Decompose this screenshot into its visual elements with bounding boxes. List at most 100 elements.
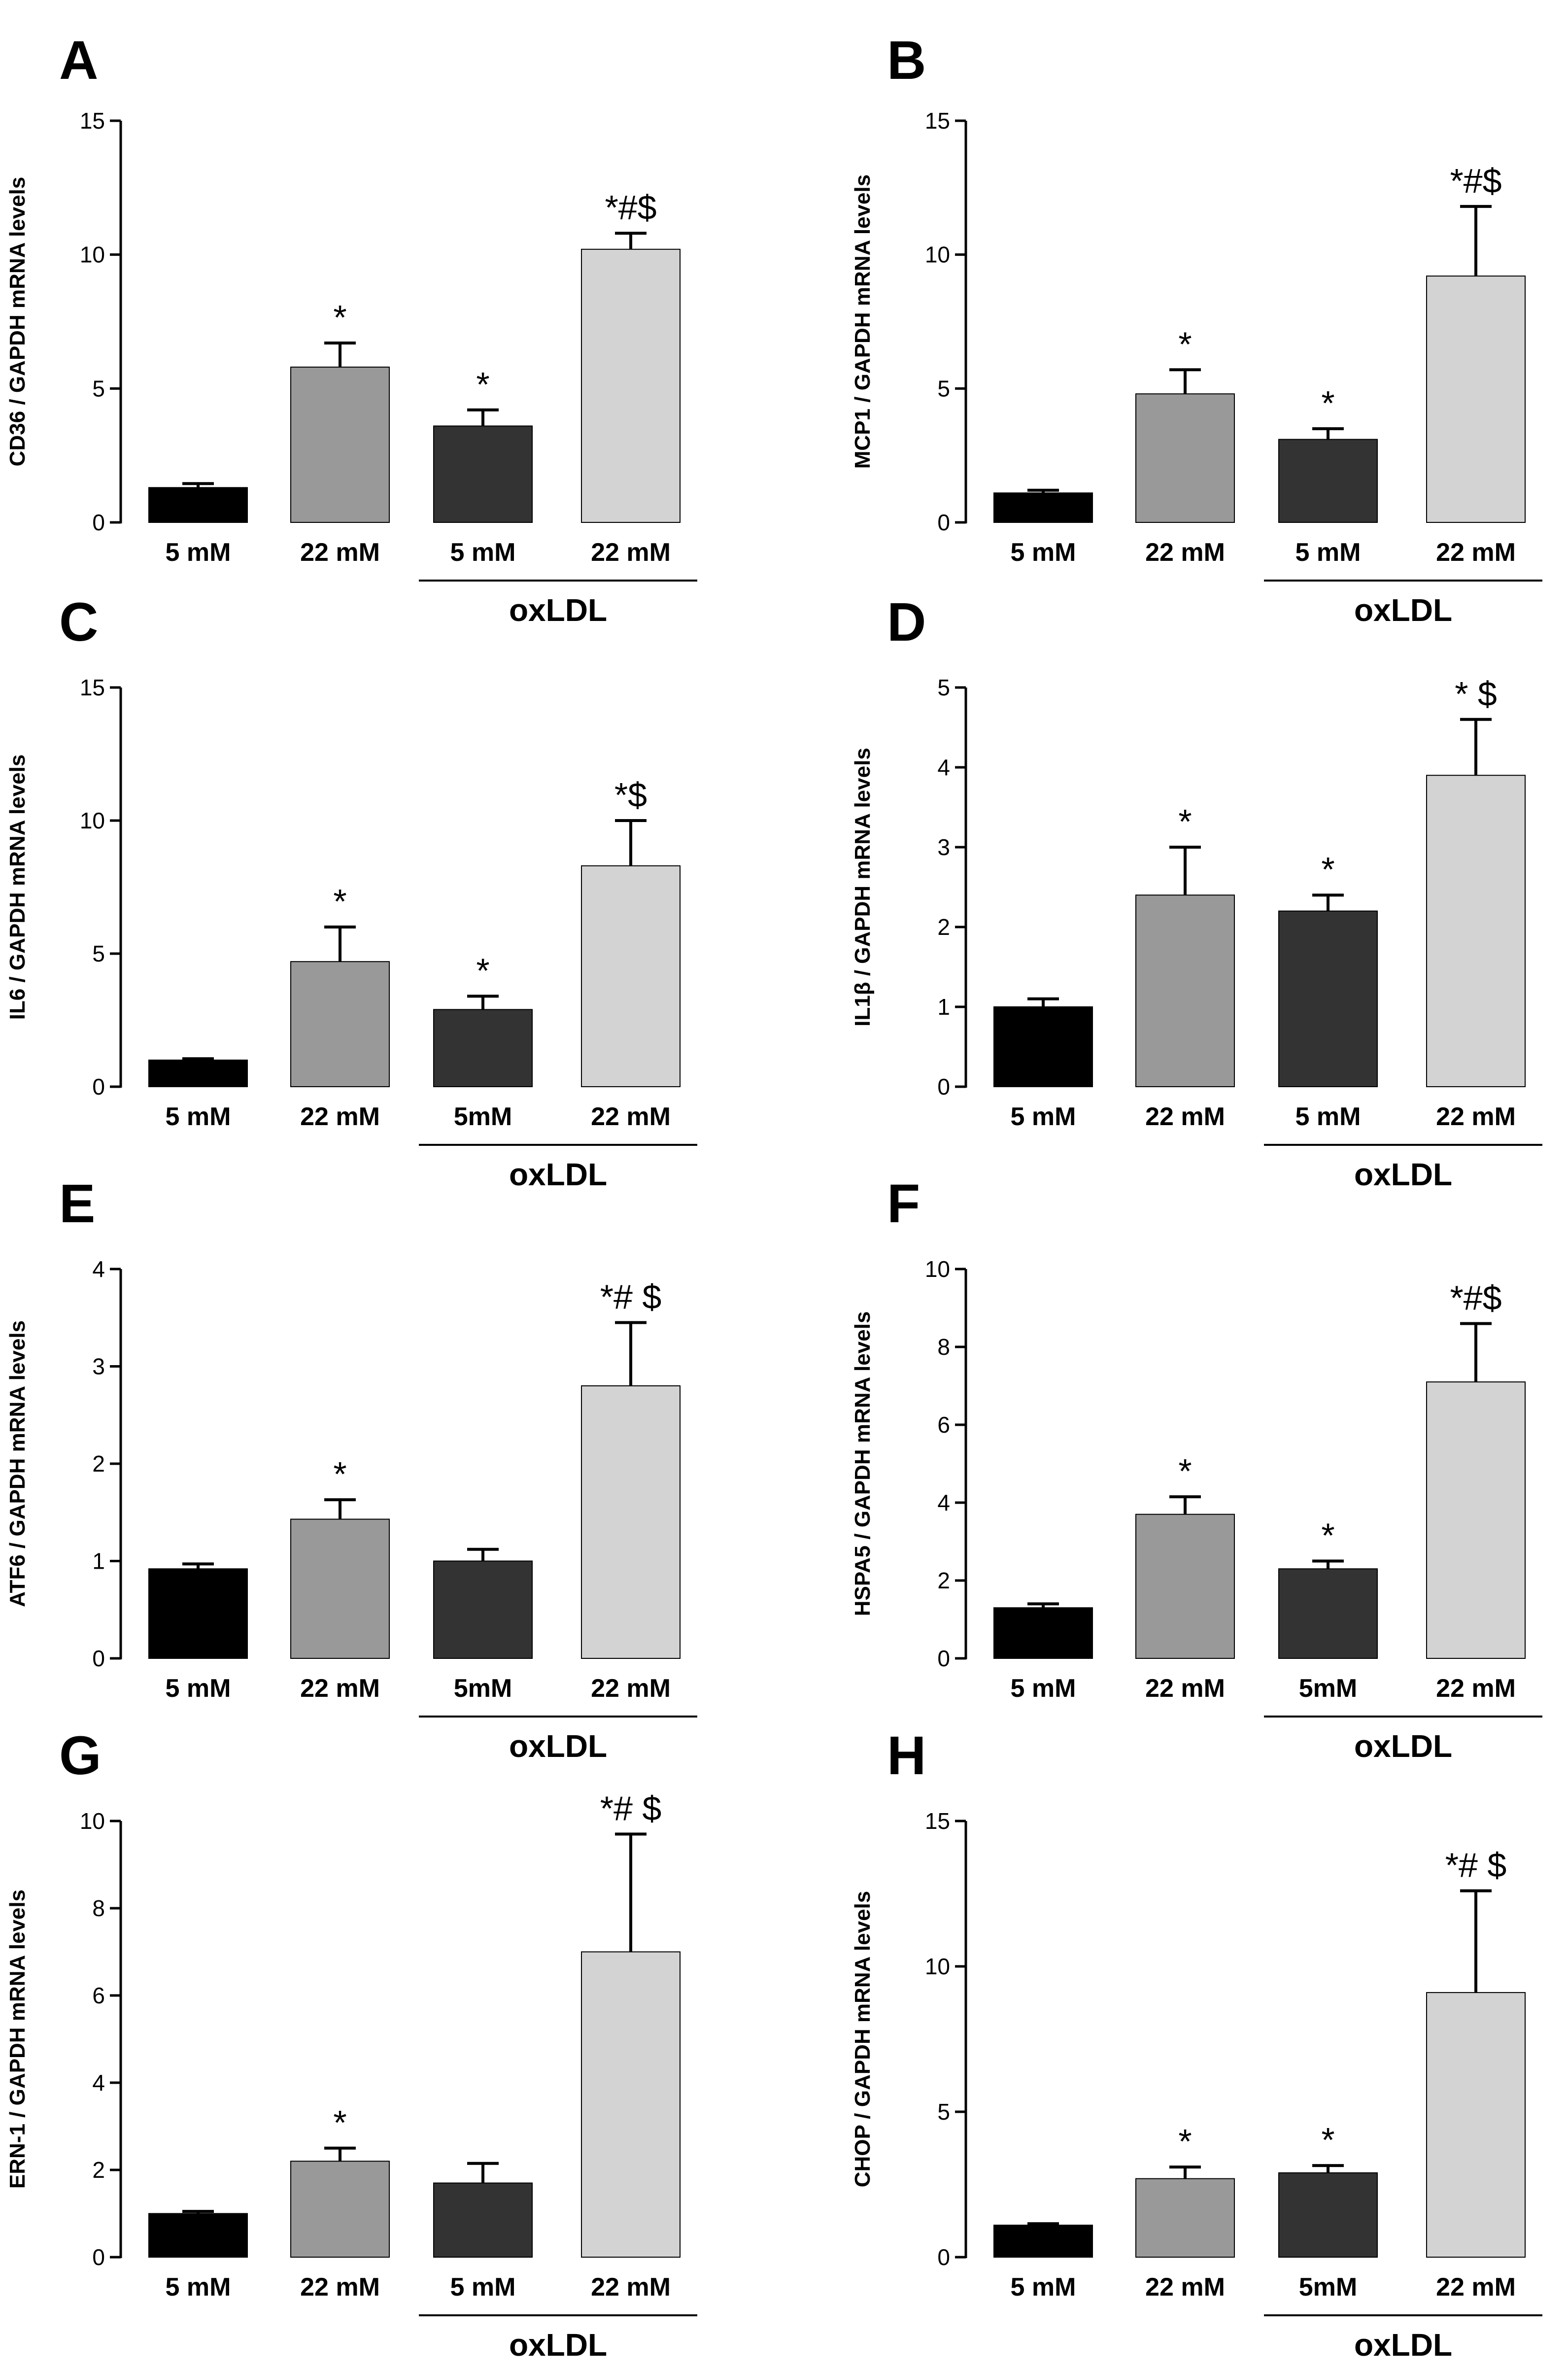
bar — [1278, 910, 1378, 1087]
group-label: oxLDL — [1354, 2327, 1452, 2363]
x-category-label: 5 mM — [1011, 2273, 1076, 2302]
y-tick-label: 4 — [937, 755, 950, 780]
bar — [993, 1006, 1093, 1087]
y-tick-label: 15 — [80, 675, 105, 700]
significance-label: * — [1178, 325, 1192, 363]
y-tick-label: 0 — [92, 1074, 105, 1100]
x-category-label: 22 mM — [1145, 538, 1225, 567]
y-axis-label: MCP1 / GAPDH mRNA levels — [851, 174, 875, 469]
y-tick-label: 5 — [92, 376, 105, 401]
x-category-label: 5 mM — [166, 2273, 231, 2302]
y-tick-label: 5 — [92, 941, 105, 966]
y-tick-label: 4 — [92, 2070, 105, 2096]
bar — [581, 865, 681, 1088]
y-tick-label: 10 — [925, 1954, 950, 1979]
x-category-label: 5 mM — [450, 2273, 516, 2302]
panel-letter: D — [887, 592, 926, 653]
panel-F: F HSPA5 / GAPDH mRNA levels 0 2 4 6 8 10 5 mM * 22… — [851, 1173, 1542, 1764]
bar — [290, 961, 390, 1087]
y-axis-label: CHOP / GAPDH mRNA levels — [851, 1891, 875, 2188]
bar — [148, 1060, 248, 1087]
significance-label: * — [1178, 1452, 1192, 1490]
x-category-label: 22 mM — [591, 1102, 671, 1131]
bar — [290, 1518, 390, 1659]
x-category-label: 22 mM — [1436, 1674, 1516, 1703]
x-category-label: 22 mM — [591, 538, 671, 567]
panel-letter: G — [59, 1725, 102, 1786]
y-tick-label: 15 — [80, 108, 105, 134]
significance-label: *# $ — [600, 1789, 662, 1828]
significance-label: *#$ — [1450, 162, 1501, 200]
bar — [148, 487, 248, 523]
group-label: oxLDL — [1354, 1157, 1452, 1192]
significance-label: * — [1178, 2122, 1192, 2161]
x-category-label: 5 mM — [1295, 538, 1361, 567]
y-tick-label: 5 — [937, 675, 950, 700]
x-category-label: 22 mM — [1145, 2273, 1225, 2302]
bar — [993, 2225, 1093, 2258]
y-axis-label: ERN-1 / GAPDH mRNA levels — [5, 1890, 30, 2189]
y-tick-label: 3 — [937, 834, 950, 860]
significance-label: *$ — [614, 776, 647, 814]
x-category-label: 22 mM — [1436, 538, 1516, 567]
significance-label: * — [1178, 802, 1192, 841]
panel-A: A CD36 / GAPDH mRNA levels 0 5 10 15 5 mM * 22 m… — [5, 30, 697, 628]
bar — [1135, 1513, 1235, 1659]
x-category-label: 5 mM — [1011, 538, 1076, 567]
panel-letter: A — [59, 30, 98, 91]
y-tick-label: 2 — [937, 1568, 950, 1593]
x-category-label: 5 mM — [166, 1674, 231, 1703]
bar — [1278, 1568, 1378, 1659]
x-category-label: 5 mM — [166, 538, 231, 567]
group-label: oxLDL — [509, 1157, 607, 1192]
significance-label: * — [333, 298, 346, 337]
x-category-label: 22 mM — [300, 1674, 380, 1703]
y-tick-label: 5 — [937, 376, 950, 401]
significance-label: * — [476, 365, 489, 404]
y-tick-label: 15 — [925, 108, 950, 134]
y-axis-label: CD36 / GAPDH mRNA levels — [5, 177, 30, 467]
y-tick-label: 2 — [92, 2157, 105, 2183]
y-tick-label: 0 — [937, 1646, 950, 1671]
x-category-label: 5mM — [1299, 1674, 1357, 1703]
bar — [1426, 1381, 1526, 1659]
group-label: oxLDL — [509, 1728, 607, 1764]
y-tick-label: 8 — [937, 1334, 950, 1360]
y-tick-label: 15 — [925, 1808, 950, 1834]
y-tick-label: 6 — [92, 1983, 105, 2008]
panel-G: G ERN-1 / GAPDH mRNA levels 0 2 4 6 8 10 5 mM * 22… — [5, 1725, 697, 2363]
panel-H: H CHOP / GAPDH mRNA levels 0 5 10 15 5 mM * 22 m… — [851, 1725, 1542, 2363]
panel-E: E ATF6 / GAPDH mRNA levels 0 1 2 3 4 5 mM * 22 mM… — [5, 1173, 697, 1764]
y-tick-label: 1 — [937, 994, 950, 1020]
y-axis-label: ATF6 / GAPDH mRNA levels — [5, 1320, 30, 1607]
x-category-label: 22 mM — [1145, 1674, 1225, 1703]
bar — [1278, 439, 1378, 523]
y-tick-label: 8 — [92, 1895, 105, 1921]
bar — [290, 366, 390, 523]
bar — [1426, 775, 1526, 1087]
x-category-label: 22 mM — [1145, 1102, 1225, 1131]
group-label: oxLDL — [1354, 1728, 1452, 1764]
bar — [1135, 393, 1235, 523]
x-category-label: 5mM — [454, 1102, 512, 1131]
bar — [433, 2182, 533, 2258]
y-tick-label: 0 — [92, 2244, 105, 2270]
y-tick-label: 10 — [80, 808, 105, 833]
bar — [1426, 275, 1526, 523]
bar — [581, 1951, 681, 2258]
y-tick-label: 1 — [92, 1548, 105, 1574]
significance-label: * — [1321, 2121, 1334, 2159]
y-axis-label: HSPA5 / GAPDH mRNA levels — [851, 1311, 875, 1616]
x-category-label: 5 mM — [166, 1102, 231, 1131]
y-tick-label: 0 — [937, 1074, 950, 1100]
y-tick-label: 0 — [937, 510, 950, 535]
x-category-label: 5 mM — [1295, 1102, 1361, 1131]
significance-label: *#$ — [1450, 1279, 1501, 1317]
x-category-label: 22 mM — [300, 2273, 380, 2302]
y-axis-label: IL1β / GAPDH mRNA levels — [851, 748, 875, 1027]
y-tick-label: 5 — [937, 2099, 950, 2125]
bar — [1135, 2178, 1235, 2258]
bar — [1278, 2172, 1378, 2258]
y-tick-label: 0 — [937, 2244, 950, 2270]
